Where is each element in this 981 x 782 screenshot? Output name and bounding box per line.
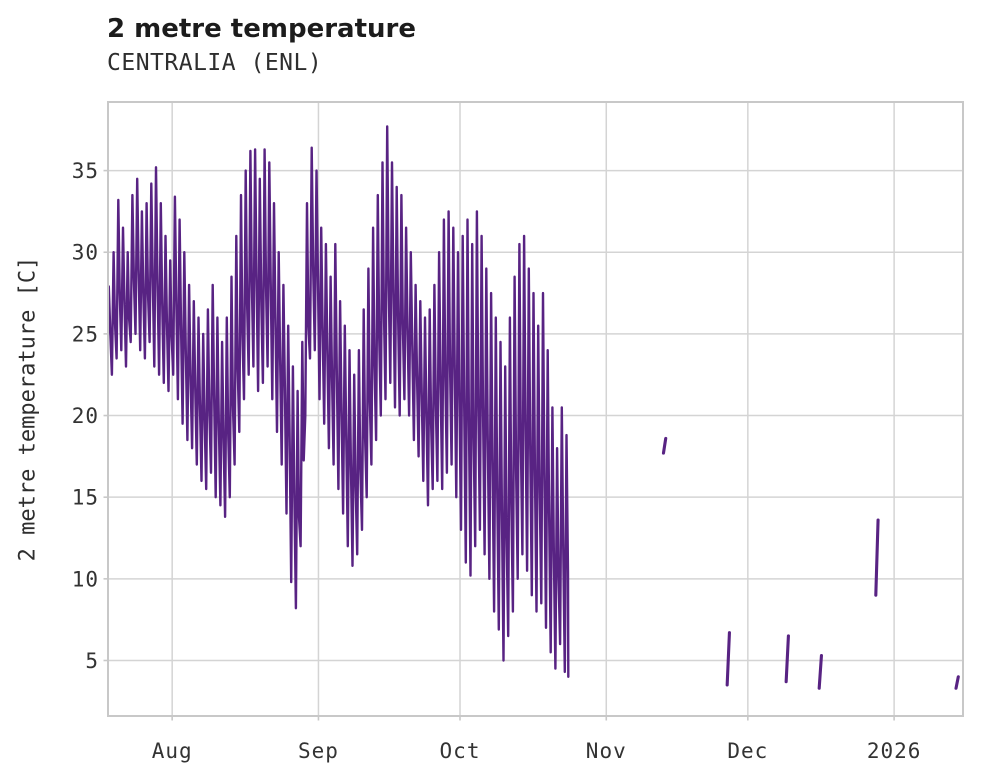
sparse-temperature-segments	[661, 436, 960, 690]
x-tick-labels: Aug Sep Oct Nov Dec 2026	[152, 739, 922, 763]
y-tick-label: 5	[85, 649, 99, 673]
x-tick-label: Dec	[727, 739, 768, 763]
x-tick-label: Nov	[586, 739, 627, 763]
x-tick-label: Aug	[152, 739, 193, 763]
temperature-series	[108, 125, 570, 678]
y-tick-label: 15	[72, 486, 99, 510]
chart-title: 2 metre temperature	[107, 14, 416, 44]
axis-tick-marks	[103, 169, 895, 721]
y-tick-label: 30	[72, 241, 99, 265]
plot-spines	[107, 101, 964, 717]
y-tick-label: 25	[72, 322, 99, 346]
y-tick-label: 35	[72, 159, 99, 183]
y-tick-label: 10	[72, 567, 99, 591]
y-tick-labels: 5 10 15 20 25 30 35	[72, 159, 99, 673]
x-tick-label: Oct	[440, 739, 481, 763]
x-tick-label: 2026	[867, 739, 922, 763]
x-tick-label: Sep	[298, 739, 339, 763]
y-tick-label: 20	[72, 404, 99, 428]
chart-subtitle: CENTRALIA (ENL)	[107, 50, 323, 76]
